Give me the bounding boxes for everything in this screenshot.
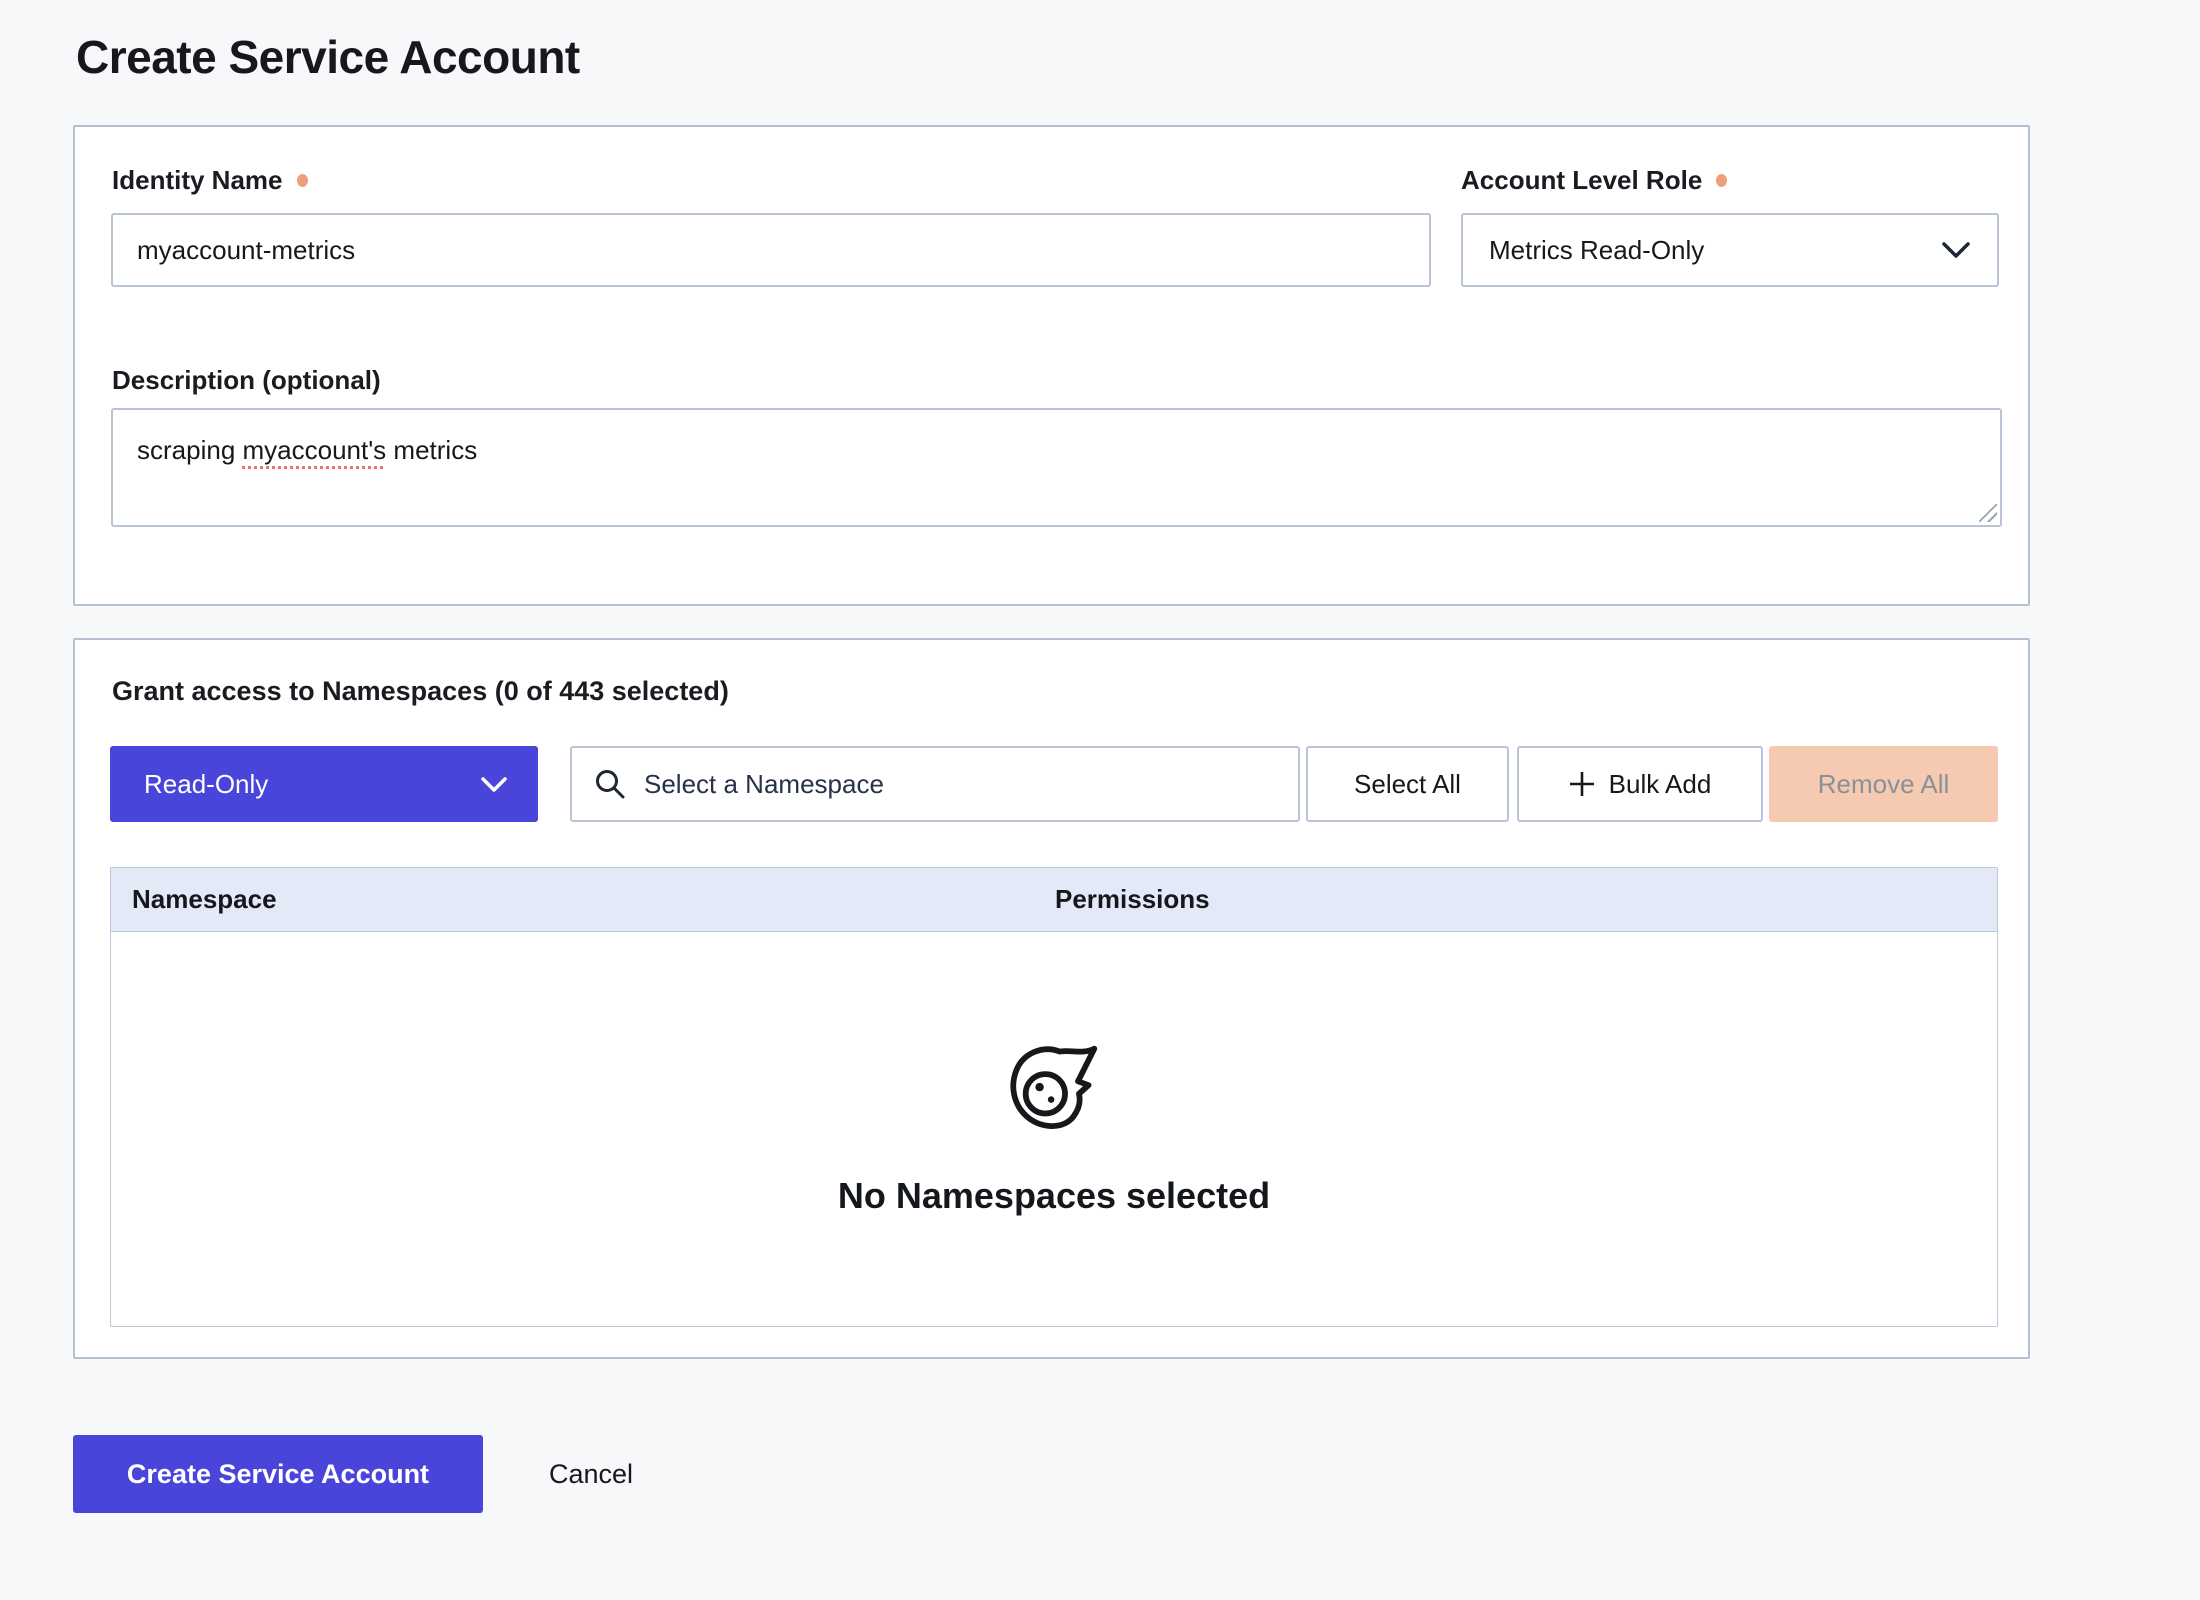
comet-icon [1006, 1041, 1102, 1137]
required-dot-icon [296, 174, 308, 187]
namespace-search[interactable] [570, 746, 1300, 822]
description-text-after: metrics [386, 435, 478, 465]
cancel-button[interactable]: Cancel [549, 1435, 633, 1513]
description-text-before: scraping [137, 435, 243, 465]
description-label-text: Description (optional) [112, 365, 381, 395]
empty-state-text: No Namespaces selected [837, 1175, 1271, 1216]
namespaces-table-header: Namespace Permissions [111, 868, 1997, 932]
permission-role-value: Read-Only [144, 768, 269, 799]
account-level-role-select[interactable]: Metrics Read-Only [1461, 213, 1999, 287]
description-text-misspelled: myaccount's [242, 435, 387, 465]
column-header-namespace: Namespace [132, 884, 277, 914]
plus-icon [1569, 771, 1595, 797]
identity-panel: Identity Name Account Level Role Metrics… [73, 125, 2030, 606]
chevron-down-icon [480, 776, 508, 793]
create-service-account-button[interactable]: Create Service Account [73, 1435, 483, 1513]
textarea-resize-handle[interactable] [1979, 504, 1997, 522]
identity-name-input[interactable] [111, 213, 1431, 287]
column-header-permissions: Permissions [1055, 884, 1210, 914]
namespaces-panel: Grant access to Namespaces (0 of 443 sel… [73, 638, 2030, 1359]
page-title: Create Service Account [76, 31, 580, 83]
namespaces-empty-state: No Namespaces selected [111, 932, 1997, 1326]
remove-all-button[interactable]: Remove All [1769, 746, 1998, 822]
description-label: Description (optional) [112, 365, 381, 396]
description-textarea[interactable]: scraping myaccount's metrics [111, 408, 2002, 527]
chevron-down-icon [1941, 241, 1971, 259]
required-dot-icon [1716, 174, 1728, 187]
account-level-role-label: Account Level Role [1461, 165, 1728, 196]
account-level-role-label-text: Account Level Role [1461, 165, 1703, 195]
permission-role-dropdown[interactable]: Read-Only [110, 746, 538, 822]
account-level-role-value: Metrics Read-Only [1489, 234, 1705, 265]
namespaces-table: Namespace Permissions No Namespaces sele… [110, 867, 1998, 1327]
namespace-search-input[interactable] [644, 768, 1276, 800]
identity-name-label-text: Identity Name [112, 165, 283, 195]
bulk-add-label: Bulk Add [1608, 768, 1712, 799]
bulk-add-button[interactable]: Bulk Add [1517, 746, 1763, 822]
identity-name-label: Identity Name [112, 165, 308, 196]
select-all-button[interactable]: Select All [1306, 746, 1509, 822]
magnifier-icon [594, 768, 626, 800]
namespaces-heading: Grant access to Namespaces (0 of 443 sel… [112, 676, 729, 706]
